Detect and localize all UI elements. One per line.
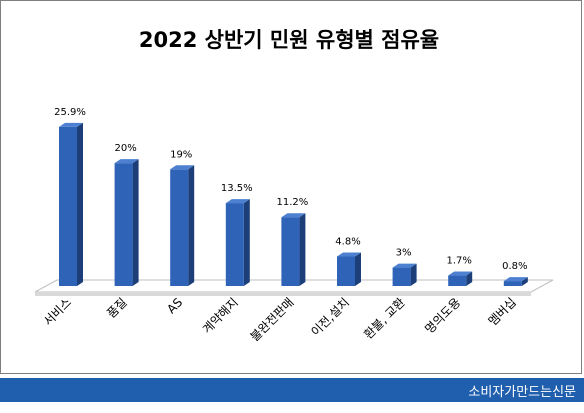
bar-top: [170, 165, 195, 170]
value-label: 25.9%: [54, 107, 86, 118]
bar-side: [132, 159, 139, 286]
floor-edge: [35, 292, 531, 296]
bar-top: [392, 263, 417, 268]
bar-top: [114, 159, 139, 164]
bar-side: [77, 122, 83, 287]
category-label: 품질: [104, 295, 130, 321]
bar-front: [170, 169, 189, 286]
category-label: 불완전판매: [248, 295, 297, 344]
category-label: 이전,설치: [308, 295, 352, 339]
value-label: 0.8%: [502, 261, 527, 272]
bar-chart: 2022 상반기 민원 유형별 점유율 25.9% 20% 19% 13.5% 11.2…: [34, 28, 554, 345]
bar-front: [392, 267, 411, 286]
bar-side: [243, 199, 250, 286]
value-label: 11.2%: [277, 197, 309, 208]
bar: [448, 271, 473, 286]
bar-side: [355, 252, 361, 286]
value-label: 3%: [396, 248, 412, 259]
footer-bar: 소비자가만드는신문: [0, 378, 584, 402]
bar-top: [225, 199, 250, 204]
value-label: 13.5%: [221, 183, 253, 194]
bar-side: [410, 263, 417, 286]
bar: [392, 263, 417, 286]
value-labels-group: 25.9% 20% 19% 13.5% 11.2% 4.8% 3% 1.7% 0.8%: [54, 107, 527, 272]
value-label: 1.7%: [446, 256, 471, 267]
value-label: 20%: [114, 143, 136, 154]
bar: [503, 277, 528, 286]
category-label: 멤버십: [486, 295, 519, 328]
bar-front: [59, 126, 77, 287]
category-label: 환불, 교환: [361, 295, 408, 342]
footer-text: 소비자가만드는신문: [468, 385, 576, 400]
bar: [281, 213, 306, 286]
bar-top: [337, 252, 361, 257]
category-label: 계약해지: [199, 295, 241, 337]
category-label: 서비스: [41, 295, 74, 328]
bar-front: [337, 256, 355, 286]
bar-top: [503, 277, 528, 282]
bar-side: [188, 165, 195, 286]
bar-top: [448, 271, 473, 276]
bar: [337, 252, 361, 286]
bars-group: [59, 122, 528, 287]
category-label: 명의도용: [422, 295, 463, 336]
bar-side: [521, 277, 528, 286]
bar-front: [281, 217, 300, 286]
bar: [59, 122, 83, 287]
category-labels-group: 서비스 품질 AS 계약해지 불완전판매 이전,설치 환불, 교환 명의도용 멤버십: [41, 295, 519, 345]
chart-frame: 2022 상반기 민원 유형별 점유율 25.9% 20% 19% 13.5% 11.2…: [0, 0, 582, 374]
value-label: 4.8%: [335, 237, 360, 248]
bar-front: [503, 281, 522, 286]
bar-front: [114, 163, 133, 286]
bar: [114, 159, 139, 286]
value-label: 19%: [170, 149, 192, 160]
bar-side: [466, 271, 473, 286]
bar-side: [299, 213, 306, 286]
bar-front: [225, 203, 244, 286]
bar-front: [448, 275, 467, 286]
bar: [170, 165, 195, 286]
category-label: AS: [164, 295, 185, 316]
bar-top: [281, 213, 306, 218]
bar: [225, 199, 250, 286]
bar-top: [59, 122, 83, 127]
chart-title: 2022 상반기 민원 유형별 점유율: [139, 28, 439, 52]
